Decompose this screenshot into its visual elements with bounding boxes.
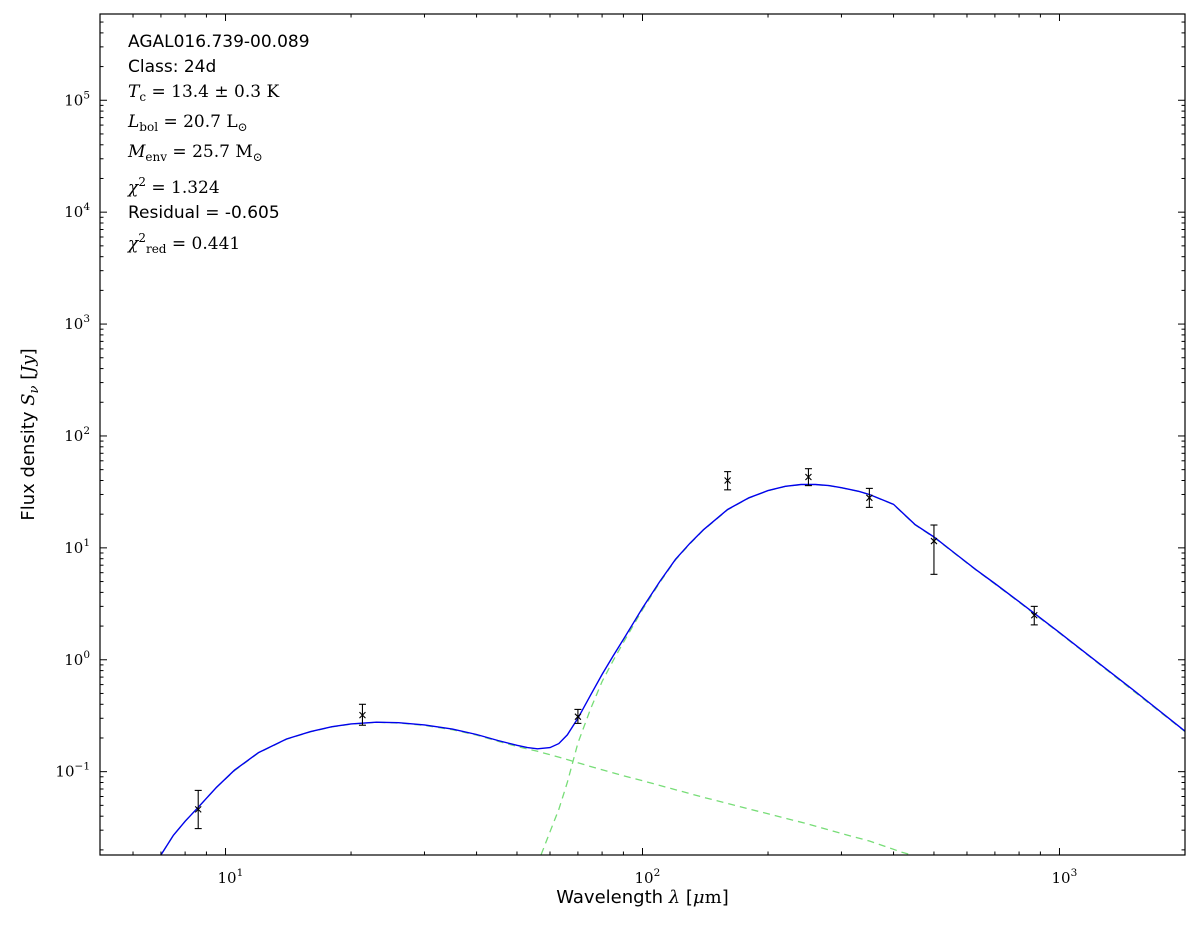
annotation-text-segment: bol bbox=[139, 120, 159, 134]
annotation-text-segment: Class: 24d bbox=[128, 57, 217, 77]
annotation-text-segment: L bbox=[128, 112, 140, 132]
annotation-text-segment: 2 bbox=[138, 231, 146, 245]
annotation-text-segment: χ bbox=[128, 234, 139, 254]
annotation-line-bolometric-luminosity: Lbol = 20.7 L⊙ bbox=[128, 110, 310, 140]
axis-ticks bbox=[100, 14, 1185, 855]
annotation-text-segment: AGAL016.739-00.089 bbox=[128, 32, 310, 52]
warm-component-curve bbox=[160, 721, 915, 855]
data-point bbox=[1030, 605, 1038, 626]
data-point bbox=[358, 703, 366, 726]
data-point bbox=[724, 471, 732, 491]
x-axis-label: Wavelength λ [μm] bbox=[556, 887, 728, 908]
annotation-line-chi-squared-reduced: χ2red = 0.441 bbox=[128, 226, 310, 262]
observed-data-points bbox=[194, 468, 1038, 830]
total-model-curve bbox=[160, 483, 1185, 855]
annotation-text-segment: Residual = -0.605 bbox=[128, 203, 280, 223]
annotation-line-envelope-mass: Menv = 25.7 M⊙ bbox=[128, 140, 310, 170]
annotation-text-segment: env bbox=[145, 150, 168, 164]
data-point bbox=[865, 487, 873, 508]
y-tick-label: 102 bbox=[64, 425, 90, 445]
y-tick-label: 103 bbox=[64, 313, 90, 333]
annotation-text-segment: = 13.4 ± 0.3 K bbox=[146, 82, 280, 102]
x-tick-label: 101 bbox=[218, 867, 244, 887]
annotation-text-segment: = 20.7 L bbox=[158, 112, 238, 132]
y-tick-label: 101 bbox=[64, 537, 90, 557]
annotation-text-segment: c bbox=[139, 90, 147, 104]
x-tick-label: 102 bbox=[635, 867, 661, 887]
y-tick-label: 104 bbox=[64, 201, 90, 221]
data-point bbox=[930, 524, 938, 575]
fit-parameters-annotation: AGAL016.739-00.089 Class: 24d Tc = 13.4 ± … bbox=[128, 30, 310, 262]
y-axis-label: Flux density Sν [Jy] bbox=[18, 348, 42, 520]
data-point bbox=[804, 468, 812, 487]
annotation-text-segment: ⊙ bbox=[252, 150, 263, 164]
annotation-line-residual: Residual = -0.605 bbox=[128, 201, 310, 226]
annotation-text-segment: T bbox=[128, 82, 140, 102]
annotation-line-source-name: AGAL016.739-00.089 bbox=[128, 30, 310, 55]
cold-component-curve bbox=[540, 484, 1185, 855]
annotation-line-source-class: Class: 24d bbox=[128, 55, 310, 80]
model-curves bbox=[160, 483, 1185, 855]
annotation-text-segment: χ bbox=[128, 178, 139, 198]
annotation-text-segment: 2 bbox=[138, 175, 146, 189]
x-tick-label: 103 bbox=[1051, 867, 1077, 887]
y-tick-label: 100 bbox=[64, 649, 90, 669]
annotation-text-segment: M bbox=[128, 142, 146, 162]
annotation-text-segment: ⊙ bbox=[237, 120, 248, 134]
y-tick-label: 10−1 bbox=[55, 761, 90, 781]
y-tick-label: 105 bbox=[64, 89, 90, 109]
annotation-text-segment: red bbox=[145, 242, 167, 256]
annotation-text-segment: = 25.7 M bbox=[167, 142, 253, 162]
annotation-text-segment: = 1.324 bbox=[145, 178, 220, 198]
data-point bbox=[194, 789, 202, 830]
annotation-line-dust-temperature: Tc = 13.4 ± 0.3 K bbox=[128, 80, 310, 110]
data-point bbox=[574, 708, 582, 724]
annotation-text-segment: = 0.441 bbox=[166, 234, 241, 254]
annotation-line-chi-squared: χ2 = 1.324 bbox=[128, 170, 310, 201]
